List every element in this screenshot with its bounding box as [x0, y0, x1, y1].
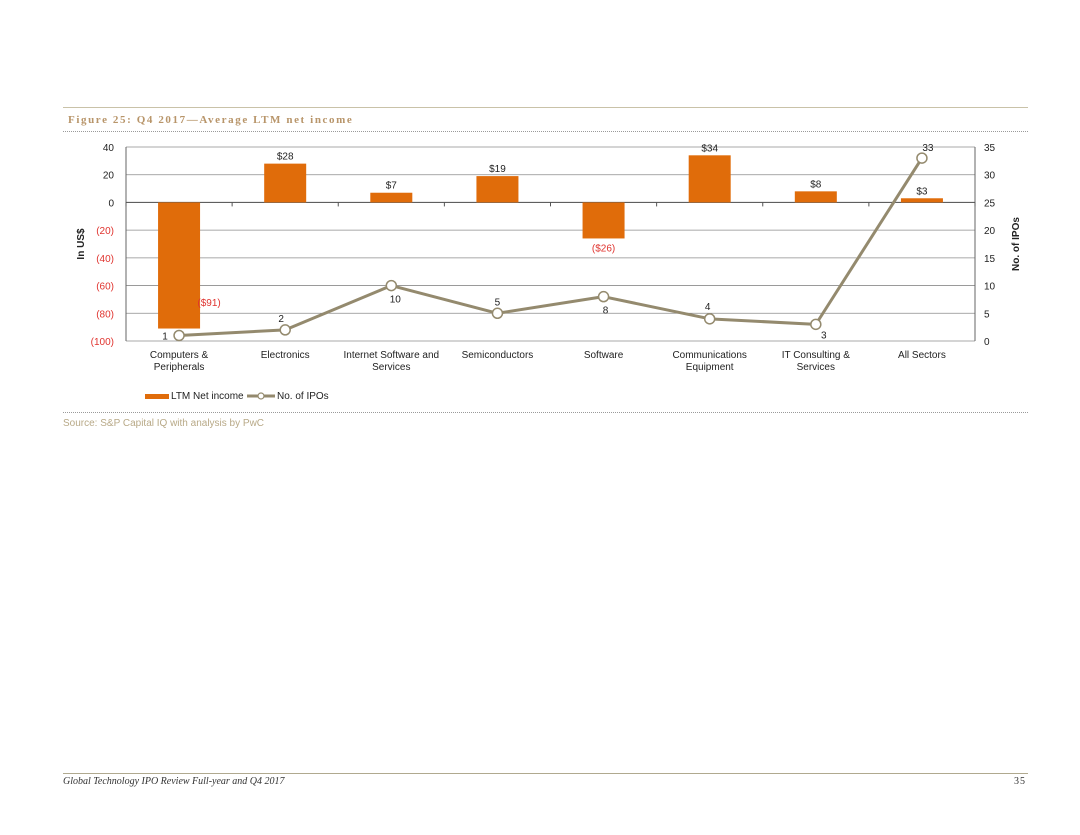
bar-data-label: $28: [277, 152, 294, 163]
bar-data-label: $34: [701, 143, 718, 154]
y2-tick-label: 30: [984, 171, 996, 182]
category-label: Internet Software and: [344, 350, 440, 361]
category-label: Equipment: [686, 362, 734, 373]
y-tick-label: (60): [96, 282, 114, 293]
legend-label-no-of-ipos: No. of IPOs: [277, 391, 329, 402]
category-label: Peripherals: [154, 362, 205, 373]
ipo-count-point: [173, 329, 185, 342]
y2-tick-label: 25: [984, 198, 996, 209]
line-data-label: 1: [162, 331, 168, 342]
bar-data-label: $3: [916, 186, 928, 197]
ipo-count-line: [178, 157, 924, 337]
category-label: Computers &: [150, 350, 209, 361]
ipo-count-point: [916, 152, 928, 164]
line-data-label: 4: [705, 302, 711, 313]
ipo-count-point: [810, 318, 822, 331]
ltm-net-income-chart: 40200(20)(40)(60)(80)(100)35302520151050…: [76, 143, 1022, 402]
y-tick-label: (40): [96, 254, 114, 265]
bar: [688, 155, 731, 203]
y2-tick-label: 0: [984, 337, 990, 348]
category-label: Services: [797, 362, 835, 373]
ipo-count-point: [279, 324, 291, 336]
line-data-label: 3: [821, 330, 827, 341]
chart-divider: [63, 412, 1028, 413]
category-label: Semiconductors: [462, 350, 534, 361]
category-label: All Sectors: [898, 350, 946, 361]
bar: [158, 202, 201, 329]
page-number: 35: [1014, 776, 1026, 787]
y2-tick-label: 5: [984, 309, 990, 320]
ipo-count-point: [703, 313, 716, 325]
bar-data-label: ($91): [197, 298, 220, 309]
line-data-label: 8: [603, 306, 609, 317]
y2-axis-title: No. of IPOs: [1011, 217, 1022, 271]
category-label: Communications: [672, 350, 746, 361]
ipo-count-point: [385, 279, 398, 292]
y-tick-label: 40: [103, 143, 115, 154]
bar: [582, 202, 625, 239]
top-rule: [63, 107, 1028, 108]
bar: [370, 192, 413, 203]
bar: [264, 163, 307, 203]
y-tick-label: 20: [103, 171, 115, 182]
source-note: Source: S&P Capital IQ with analysis by …: [63, 418, 265, 429]
category-label: Services: [372, 362, 410, 373]
figure-title: Figure 25: Q4 2017—Average LTM net incom…: [68, 114, 354, 126]
line-data-label: 33: [922, 143, 934, 154]
line-data-label: 2: [278, 314, 284, 325]
bar: [794, 191, 837, 203]
y-tick-label: (20): [96, 226, 114, 237]
category-label: IT Consulting &: [782, 350, 851, 361]
bar: [476, 176, 519, 203]
bar: [900, 198, 943, 203]
bar-data-label: $19: [489, 164, 506, 175]
y-tick-label: (80): [96, 309, 114, 320]
line-data-label: 10: [390, 295, 402, 306]
y2-tick-label: 15: [984, 254, 996, 265]
y-tick-label: (100): [91, 337, 114, 348]
bar-data-label: ($26): [592, 243, 615, 254]
bar-data-label: $7: [386, 181, 398, 192]
y-tick-label: 0: [108, 198, 114, 209]
y2-tick-label: 35: [984, 143, 996, 154]
y-axis-title: In US$: [76, 228, 87, 260]
ipo-count-point: [597, 290, 610, 303]
footer-rule: [63, 773, 1028, 774]
y2-tick-label: 10: [984, 282, 996, 293]
footer-publication-title: Global Technology IPO Review Full-year a…: [63, 776, 285, 787]
legend-marker-no-of-ipos: [257, 392, 265, 400]
line-data-label: 5: [495, 297, 501, 308]
legend-label-ltm-net-income: LTM Net income: [171, 391, 244, 402]
ipo-count-point: [491, 307, 504, 320]
bar-data-label: $8: [810, 179, 822, 190]
y2-tick-label: 20: [984, 226, 996, 237]
category-label: Software: [584, 350, 624, 361]
legend-swatch-ltm-net-income: [145, 394, 169, 399]
title-divider: [63, 131, 1028, 132]
category-label: Electronics: [261, 350, 310, 361]
